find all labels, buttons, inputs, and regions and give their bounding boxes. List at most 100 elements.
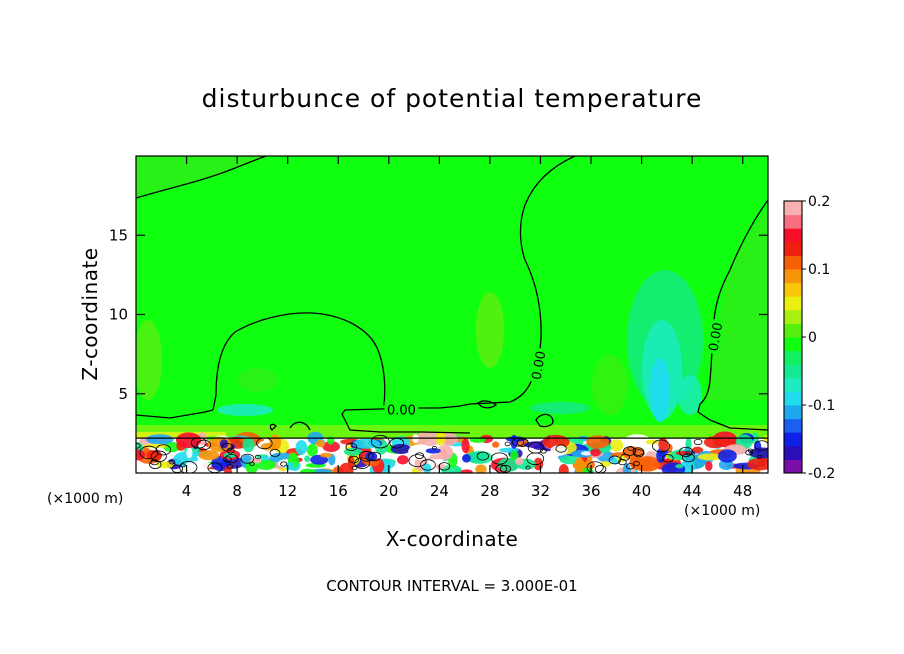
x-tick-label: 12 [278, 482, 297, 500]
field-blob [592, 355, 628, 415]
band-contour [754, 440, 768, 451]
band-blob [322, 441, 340, 453]
contour-interval-note: CONTOUR INTERVAL = 3.000E-01 [326, 577, 578, 595]
band-blob [705, 461, 713, 471]
colorbar-swatch [784, 337, 802, 352]
band-contour [367, 451, 382, 462]
band-blob [510, 434, 518, 449]
band-blob [717, 449, 737, 463]
band-blob [198, 450, 220, 461]
y-tick-label: 10 [109, 306, 128, 324]
band-contour [179, 461, 198, 473]
contour-line [535, 413, 554, 428]
band-contour [155, 444, 172, 456]
colorbar-swatch [784, 323, 802, 338]
band-contour [414, 452, 425, 459]
field-region-upper-left [136, 156, 268, 196]
band-blob [327, 436, 335, 445]
x-unit-right: (×1000 m) [684, 503, 761, 519]
band-contour [504, 441, 511, 447]
band-contour [652, 439, 670, 453]
colorbar-swatch [784, 214, 802, 229]
colorbar-swatch [784, 405, 802, 420]
field-blob [136, 320, 162, 400]
colorbar-swatch [784, 241, 802, 256]
band-contour [618, 459, 627, 466]
band-blob [492, 441, 500, 448]
contour-label: 0.00 [704, 318, 726, 355]
band-contour [240, 453, 255, 464]
band-blob [163, 441, 181, 453]
band-contour [420, 459, 436, 471]
colorbar-swatch [784, 418, 802, 433]
band-contour [682, 453, 695, 463]
contour-line [341, 156, 576, 434]
band-blob [422, 463, 432, 473]
band-blob [749, 447, 768, 459]
x-tick-label: 4 [182, 482, 192, 500]
contour-label: 0.00 [384, 401, 419, 419]
x-tick-label: 36 [581, 482, 600, 500]
colorbar-swatch [784, 309, 802, 324]
contour-line [289, 421, 311, 431]
band-contour [623, 446, 637, 456]
band-contour [685, 450, 692, 456]
contour-line [136, 156, 267, 199]
band-blob [436, 444, 454, 461]
band-blob [319, 452, 333, 458]
band-contour [633, 460, 640, 467]
y-axis-label: Z-coordinate [78, 247, 102, 381]
colorbar-swatch [784, 282, 802, 297]
band-blob [338, 462, 354, 473]
colorbar-tick-label: 0 [808, 330, 817, 346]
band-blob [661, 462, 686, 473]
band-blob [425, 448, 441, 454]
band-blob [497, 457, 520, 472]
band-blob [466, 451, 493, 464]
band-contour [351, 465, 358, 470]
colorbar: 0.2 0.1 0 -0.1 -0.2 [783, 194, 835, 482]
band-blob [703, 436, 726, 449]
band-blob [645, 439, 659, 445]
x-axis-label: X-coordinate [385, 527, 519, 551]
band-contour [249, 461, 255, 466]
band-blob [558, 464, 569, 473]
x-tick-label: 8 [232, 482, 242, 500]
band-contour [555, 444, 567, 453]
band-blob [586, 435, 610, 449]
field-region-upper-right [706, 156, 768, 400]
band-blob [454, 467, 462, 473]
band-contour [632, 447, 645, 456]
band-blob [675, 464, 684, 469]
band-blob [390, 443, 412, 455]
colorbar-swatch [784, 228, 802, 243]
band-blob [747, 457, 768, 471]
band-blob [245, 461, 258, 473]
band-contour [525, 465, 531, 470]
band-blob [295, 440, 308, 456]
y-tick-label: 15 [109, 226, 128, 244]
band-blob [343, 447, 363, 456]
band-blob [224, 465, 232, 473]
band-blob [514, 457, 524, 466]
x-axis: 4 8 12 16 20 24 28 32 36 40 44 48 [182, 156, 752, 500]
x-tick-label: 44 [683, 482, 702, 500]
band-blob [175, 432, 202, 448]
band-contour [139, 445, 159, 460]
band-blob [352, 438, 381, 449]
contour-line [477, 400, 498, 409]
colorbar-tick-label: 0.2 [808, 194, 830, 210]
x-tick-label: 20 [379, 482, 398, 500]
band-blob [609, 439, 624, 452]
contour-labels: 0.00 0.00 0.00 [384, 318, 726, 419]
contour-label-text: 0.00 [706, 321, 726, 352]
band-contour [225, 453, 239, 464]
colorbar-swatch [784, 201, 802, 216]
band-contour [221, 443, 234, 452]
band-contour [226, 447, 235, 454]
colorbar-tick-label: 0.1 [808, 262, 830, 278]
band-blob [475, 464, 487, 473]
band-blob [408, 444, 433, 460]
band-blob [136, 449, 145, 461]
